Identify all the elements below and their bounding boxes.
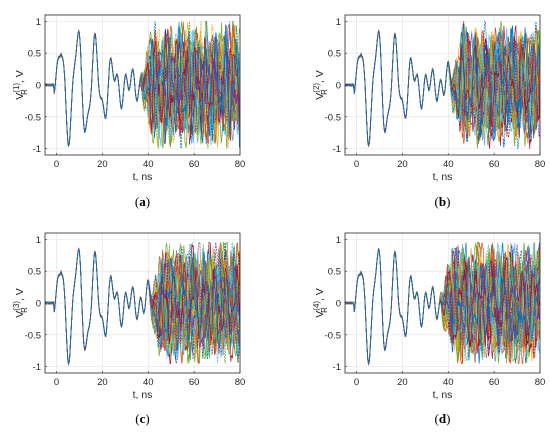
- y-tick-label: 0.5: [28, 49, 41, 60]
- ensemble-curves: [345, 20, 540, 150]
- y-axis-label: V(3)R, V: [12, 288, 29, 317]
- x-tick-label: 0: [354, 377, 359, 388]
- y-tick-label: -1: [33, 144, 41, 155]
- y-tick-label: 1: [336, 235, 341, 246]
- ensemble-curves: [45, 241, 240, 366]
- y-axis-label: V(4)R, V: [312, 288, 329, 317]
- y-tick-label: 0: [36, 299, 41, 310]
- panel-b: 0 20 40 60 80 -1 -0.5 0 0.5 1 t, ns V(2)R, V (b): [312, 14, 546, 209]
- x-axis-label: t, ns: [133, 171, 153, 183]
- x-tick-label: 40: [443, 159, 454, 170]
- y-tick-label: 0: [36, 81, 41, 92]
- y-tick-label: -1: [33, 362, 41, 373]
- x-tick-label: 20: [397, 377, 408, 388]
- y-tick-label: -0.5: [25, 112, 41, 123]
- x-tick-label: 80: [535, 377, 546, 388]
- x-tick-label: 60: [189, 377, 200, 388]
- y-tick-label: 0.5: [328, 49, 341, 60]
- x-tick-label: 0: [354, 159, 359, 170]
- y-tick-label: 0.5: [328, 267, 341, 278]
- panel-d: 0 20 40 60 80 -1 -0.5 0 0.5 1 t, ns V(4)R, V (d): [312, 232, 546, 426]
- ensemble-curves: [45, 21, 240, 149]
- x-tick-label: 0: [54, 159, 59, 170]
- y-tick-label: -0.5: [325, 112, 341, 123]
- series-line: [45, 248, 240, 365]
- x-tick-label: 20: [397, 159, 408, 170]
- x-tick-label: 80: [535, 159, 546, 170]
- x-axis-label: t, ns: [133, 389, 153, 401]
- y-tick-label: -0.5: [325, 330, 341, 341]
- x-tick-label: 60: [489, 159, 500, 170]
- x-axis-label: t, ns: [433, 389, 453, 401]
- x-tick-label: 60: [489, 377, 500, 388]
- panel-a: 0 20 40 60 80 -1 -0.5 0 0.5 1 t, ns V(1)R, V (a): [12, 14, 246, 209]
- x-tick-label: 0: [54, 377, 59, 388]
- y-tick-label: -0.5: [25, 330, 41, 341]
- ensemble-curves: [345, 241, 540, 366]
- x-tick-label: 80: [235, 159, 246, 170]
- y-axis-label: V(2)R, V: [312, 70, 329, 99]
- y-tick-label: -1: [333, 144, 341, 155]
- y-axis-label: V(1)R, V: [12, 70, 29, 99]
- x-tick-label: 20: [97, 377, 108, 388]
- series-line: [345, 248, 540, 364]
- series-line: [45, 24, 240, 148]
- y-tick-label: 1: [336, 17, 341, 28]
- y-tick-label: 1: [36, 235, 41, 246]
- series-line: [345, 27, 540, 147]
- x-tick-label: 40: [143, 377, 154, 388]
- y-tick-label: -1: [333, 362, 341, 373]
- y-tick-label: 0: [336, 81, 341, 92]
- y-tick-label: 0.5: [28, 267, 41, 278]
- x-tick-label: 40: [143, 159, 154, 170]
- panel-caption: (b): [435, 194, 451, 209]
- panel-caption: (a): [135, 194, 150, 209]
- panel-caption: (c): [135, 411, 149, 426]
- x-tick-label: 20: [97, 159, 108, 170]
- panel-caption: (d): [435, 411, 451, 426]
- x-tick-label: 60: [189, 159, 200, 170]
- x-axis-label: t, ns: [433, 171, 453, 183]
- y-tick-label: 0: [336, 299, 341, 310]
- panel-c: 0 20 40 60 80 -1 -0.5 0 0.5 1 t, ns V(3)R, V (c): [12, 232, 246, 426]
- x-tick-label: 80: [235, 377, 246, 388]
- x-tick-label: 40: [443, 377, 454, 388]
- y-tick-label: 1: [36, 17, 41, 28]
